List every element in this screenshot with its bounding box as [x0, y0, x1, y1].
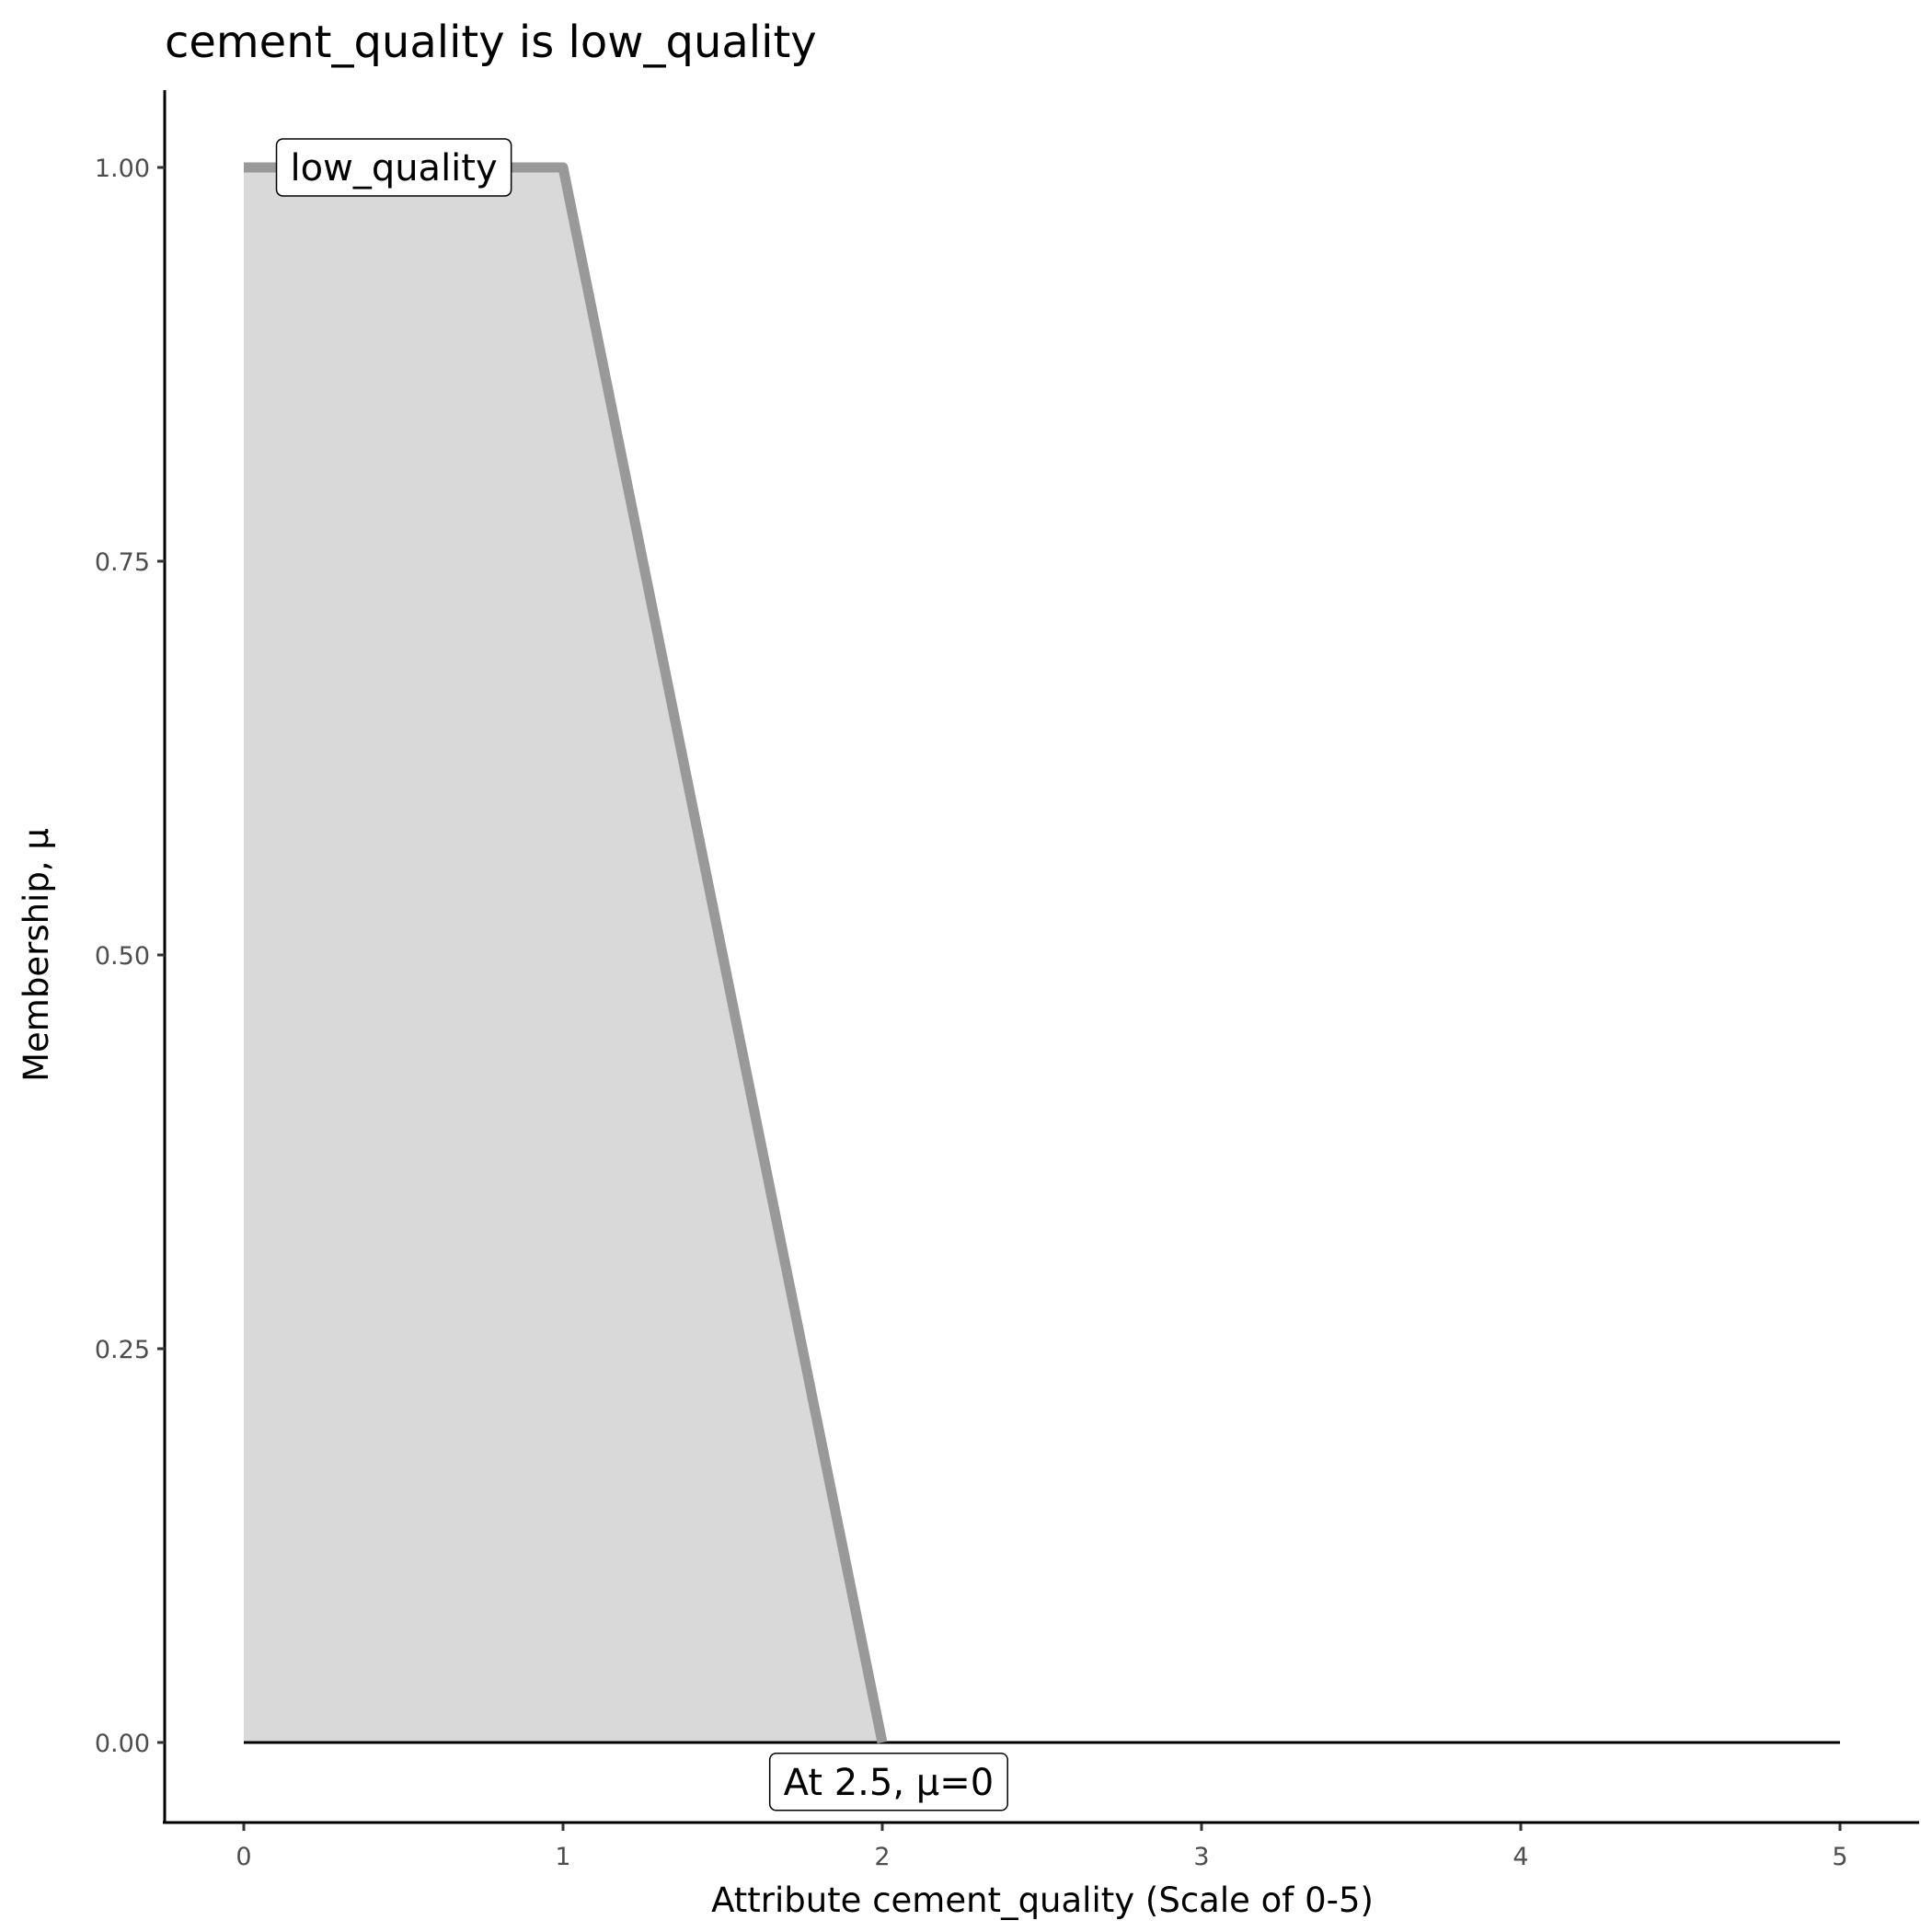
annotation-text: low_quality	[291, 147, 498, 190]
y-tick-label: 0.25	[95, 1336, 150, 1364]
annotation-label: At 2.5, μ=0	[768, 1753, 1008, 1811]
x-tick-label: 0	[236, 1843, 251, 1871]
y-tick-label: 0.50	[95, 942, 150, 971]
y-ticks: 0.00 0.25 0.50 0.75 1.00	[95, 155, 165, 1758]
annotations: low_quality At 2.5, μ=0	[275, 138, 1008, 1811]
y-tick-label: 1.00	[95, 155, 150, 183]
annotation-box	[275, 138, 512, 197]
x-ticks: 0 1 2 3 4 5	[236, 1823, 1848, 1871]
x-tick-label: 4	[1512, 1843, 1528, 1871]
annotation-text: At 2.5, μ=0	[784, 1762, 995, 1804]
y-tick-label: 0.00	[95, 1730, 150, 1758]
plot-area	[244, 162, 1840, 1744]
y-axis-title: Membership, μ	[17, 828, 56, 1082]
x-axis-title: Attribute cement_quality (Scale of 0-5)	[711, 1880, 1374, 1920]
chart-title: cement_quality is low_quality	[165, 17, 817, 68]
x-tick-label: 1	[555, 1843, 570, 1871]
x-tick-label: 2	[874, 1843, 890, 1871]
series-fill-area	[244, 167, 882, 1742]
annotation-label: low_quality	[275, 138, 512, 197]
annotation-box	[768, 1753, 1008, 1811]
x-tick-label: 5	[1832, 1843, 1847, 1871]
y-tick-label: 0.75	[95, 548, 150, 577]
x-tick-label: 3	[1193, 1843, 1209, 1871]
